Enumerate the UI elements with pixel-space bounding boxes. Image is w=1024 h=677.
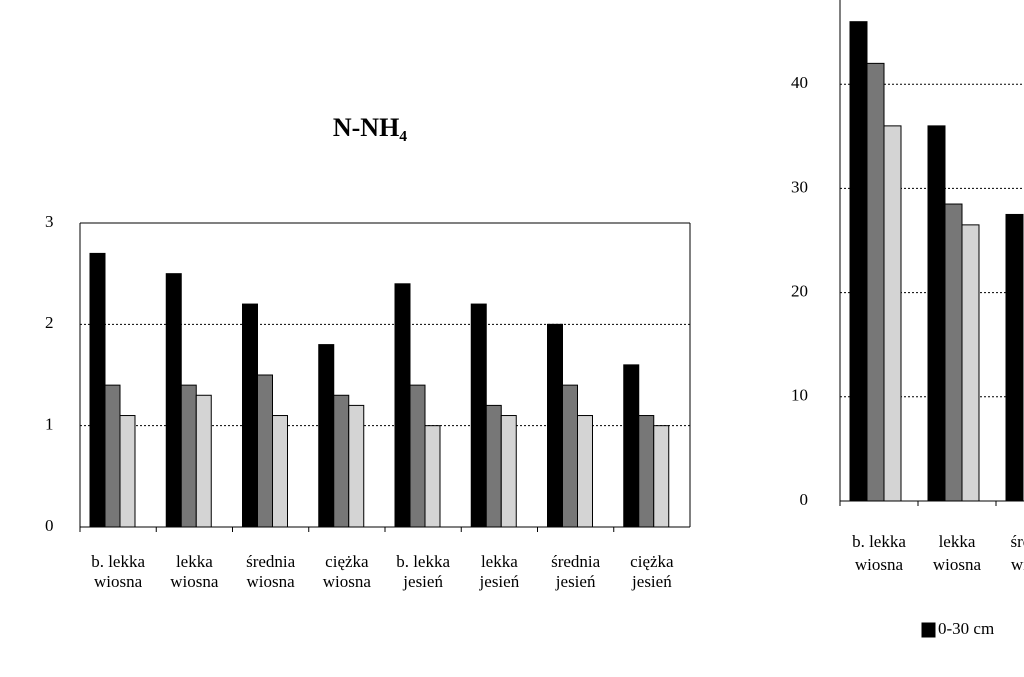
x-tick-label: b. lekka <box>91 552 145 571</box>
y-tick-label: 10 <box>791 386 808 405</box>
bar <box>409 384 426 528</box>
bar <box>927 125 946 502</box>
x-tick-label: ciężka <box>325 552 369 571</box>
bar <box>1005 213 1024 502</box>
bar <box>623 364 640 528</box>
x-tick-label: wiosna <box>323 572 372 591</box>
bar <box>89 252 106 528</box>
y-tick-label: 2 <box>45 313 54 332</box>
bar <box>562 384 578 528</box>
x-tick-label: lekka <box>176 552 213 571</box>
bar <box>394 283 411 528</box>
bar <box>866 62 885 502</box>
x-tick-label: ciężka <box>630 552 674 571</box>
x-tick-label: wiosna <box>94 572 143 591</box>
bar <box>470 303 487 528</box>
x-tick-label: lekka <box>939 532 976 551</box>
bar <box>883 125 902 502</box>
x-tick-label: wiosna <box>855 555 904 574</box>
bar <box>348 404 365 528</box>
x-tick-label: średnia <box>1010 532 1024 551</box>
bar <box>180 384 197 528</box>
legend-label: 0-30 cm <box>938 619 994 638</box>
bar <box>333 394 350 528</box>
x-tick-label: jesień <box>555 572 596 591</box>
bar <box>195 394 212 528</box>
y-tick-label: 0 <box>800 490 809 509</box>
bar <box>944 203 963 502</box>
y-tick-label: 30 <box>791 177 808 196</box>
x-tick-label: jesień <box>631 572 672 591</box>
bar <box>242 303 258 528</box>
bar <box>653 425 670 528</box>
bar <box>119 415 136 528</box>
x-tick-label: b. lekka <box>396 552 450 571</box>
bar <box>485 404 502 528</box>
bar <box>165 273 182 528</box>
y-tick-label: 0 <box>45 516 54 535</box>
bar <box>849 21 868 502</box>
x-tick-label: lekka <box>481 552 518 571</box>
x-tick-label: średnia <box>551 552 601 571</box>
y-tick-label: 20 <box>791 282 808 301</box>
bar <box>424 425 441 528</box>
bar <box>577 415 593 528</box>
x-tick-label: wiosna <box>170 572 219 591</box>
y-tick-label: 3 <box>45 212 54 231</box>
bar <box>104 384 121 528</box>
bar <box>272 415 288 528</box>
x-tick-label: jesień <box>479 572 520 591</box>
bar <box>257 374 273 528</box>
x-tick-label: wiosna <box>1011 555 1024 574</box>
bar <box>547 323 563 528</box>
bar <box>500 415 517 528</box>
bar <box>961 224 980 502</box>
x-tick-label: wiosna <box>933 555 982 574</box>
x-tick-label: b. lekka <box>852 532 906 551</box>
legend-swatch <box>921 622 936 638</box>
y-tick-label: 1 <box>45 415 54 434</box>
x-tick-label: wiosna <box>247 572 296 591</box>
chart-title: N-NH₄ <box>333 113 407 142</box>
bar <box>638 415 655 528</box>
x-tick-label: średnia <box>246 552 296 571</box>
bar <box>318 344 335 528</box>
x-tick-label: jesień <box>402 572 443 591</box>
y-tick-label: 40 <box>791 73 808 92</box>
